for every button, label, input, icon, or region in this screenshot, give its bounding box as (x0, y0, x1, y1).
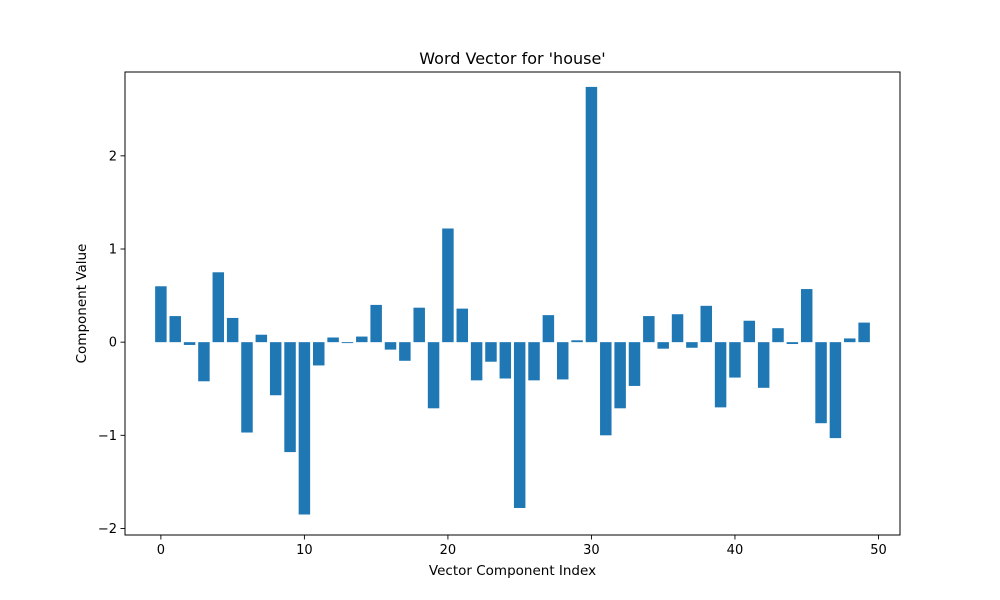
y-tick-label: −1 (98, 429, 117, 444)
bar-component-19 (427, 342, 440, 409)
bar-component-5 (226, 317, 239, 343)
x-tick-label: 10 (296, 543, 313, 558)
y-tick-label: 2 (109, 149, 117, 164)
bar-component-29 (571, 340, 583, 343)
x-tick-label: 50 (870, 543, 887, 558)
bar-component-45 (800, 289, 813, 343)
bar-component-26 (528, 342, 540, 381)
bar-component-46 (815, 342, 827, 424)
y-tick-label: 1 (109, 243, 117, 258)
bar-component-35 (657, 342, 669, 349)
x-axis-label: Vector Component Index (429, 563, 596, 579)
bar-component-39 (714, 342, 727, 408)
bar-component-23 (485, 342, 497, 362)
bar-component-3 (198, 342, 210, 382)
plot-frame (124, 71, 901, 536)
x-tick-label: 30 (583, 543, 600, 558)
bar-component-12 (327, 337, 339, 343)
bar-component-10 (298, 342, 311, 515)
chart-title: Word Vector for 'house' (419, 49, 605, 68)
y-axis-label: Component Value (74, 244, 90, 364)
bar-component-11 (313, 342, 325, 366)
bar-component-22 (470, 342, 483, 381)
bar-component-6 (241, 342, 253, 433)
bar-component-34 (643, 316, 655, 343)
bar-component-7 (255, 334, 268, 343)
bar-component-41 (743, 320, 756, 343)
bar-component-15 (370, 304, 382, 343)
x-axis-ticks: 0 10 20 30 40 50 (157, 535, 887, 558)
bar-component-24 (499, 342, 512, 379)
bar-component-13 (341, 342, 354, 344)
bar-component-43 (772, 328, 784, 343)
bar-component-8 (269, 342, 282, 396)
bar-component-31 (600, 342, 612, 436)
bars (155, 86, 870, 515)
bar-component-27 (542, 315, 555, 343)
bar-component-49 (858, 322, 870, 343)
bar-component-40 (729, 342, 741, 378)
bar-component-20 (442, 228, 454, 343)
bar-component-1 (169, 316, 181, 343)
bar-component-4 (212, 272, 225, 343)
bar-component-14 (356, 336, 368, 343)
y-tick-label: −2 (98, 522, 117, 537)
bar-component-2 (183, 342, 196, 345)
bar-component-18 (413, 307, 425, 343)
bar-component-44 (786, 342, 799, 345)
bar-component-25 (513, 342, 526, 508)
bar-component-37 (686, 342, 698, 348)
y-axis-ticks: −2 −1 0 1 2 (98, 149, 125, 537)
bar-component-0 (155, 286, 167, 343)
y-tick-label: 0 (109, 336, 117, 351)
bar-component-48 (844, 338, 856, 343)
bar-component-47 (829, 342, 842, 439)
bar-component-21 (456, 308, 469, 343)
bar-component-33 (628, 342, 641, 386)
bar-component-32 (614, 342, 626, 409)
bar-component-42 (757, 342, 770, 388)
x-tick-label: 20 (440, 543, 457, 558)
bar-component-9 (284, 342, 296, 453)
bar-component-36 (671, 314, 684, 343)
bar-component-16 (384, 342, 397, 350)
bar-component-28 (556, 342, 569, 380)
bar-component-38 (700, 305, 712, 343)
bar-component-17 (399, 342, 411, 361)
bar-component-30 (585, 86, 598, 343)
x-tick-label: 0 (157, 543, 165, 558)
x-tick-label: 40 (727, 543, 744, 558)
